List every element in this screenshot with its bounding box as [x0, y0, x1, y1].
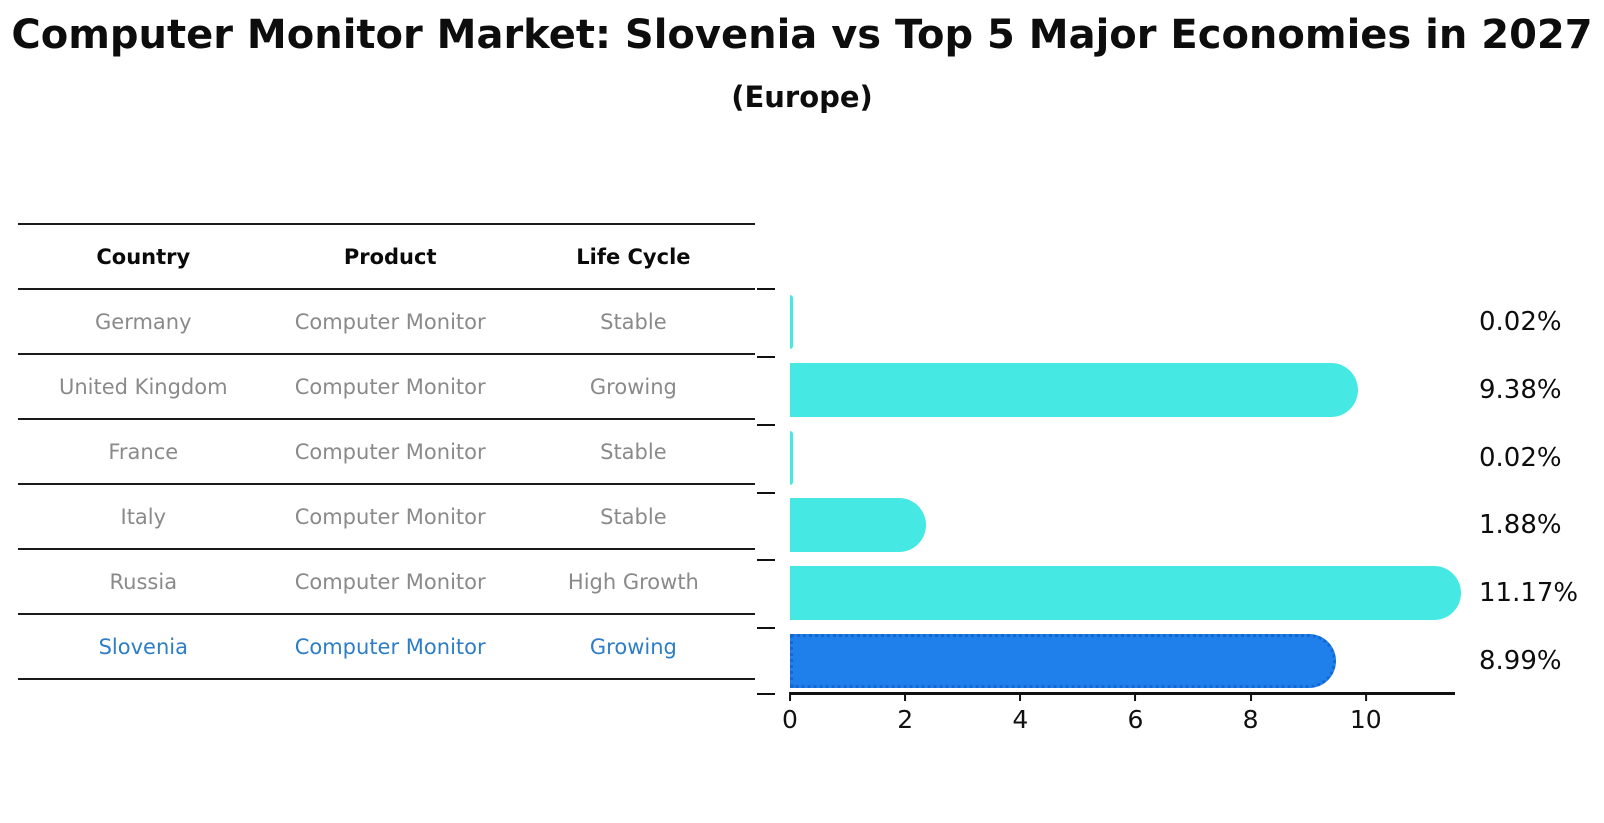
- column-header-product: Product: [343, 244, 437, 269]
- cell-country: Italy: [120, 504, 167, 529]
- bar-row: 9.38%: [790, 356, 1562, 424]
- bar: [790, 430, 793, 485]
- cell-life-cycle: High Growth: [567, 569, 699, 594]
- bar: [790, 566, 1462, 621]
- chart-title: Computer Monitor Market: Slovenia vs Top…: [11, 12, 1593, 58]
- tick-mark: [1019, 692, 1022, 701]
- y-axis-tick: [757, 355, 775, 358]
- x-axis-tick: 10: [1350, 692, 1382, 734]
- bar-row: 11.17%: [790, 559, 1578, 627]
- cell-country: France: [108, 439, 179, 464]
- tick-label: 2: [897, 705, 914, 734]
- x-axis-tick: 6: [1127, 692, 1144, 734]
- bar-value-label: 0.02%: [1479, 306, 1562, 337]
- cell-country: United Kingdom: [59, 374, 228, 399]
- cell-country: Slovenia: [98, 634, 188, 659]
- bar-value-label: 8.99%: [1479, 646, 1562, 677]
- cell-country: Germany: [95, 309, 192, 334]
- table-body: Germany Computer Monitor Stable United K…: [18, 290, 755, 680]
- table-row: United Kingdom Computer Monitor Growing: [18, 355, 755, 420]
- cell-life-cycle: Growing: [589, 374, 677, 399]
- cell-life-cycle: Stable: [600, 504, 667, 529]
- tick-mark: [789, 692, 791, 701]
- table-row: Russia Computer Monitor High Growth: [18, 550, 755, 615]
- chart-subtitle: (Europe): [731, 80, 873, 114]
- bar-chart: 0.02% 9.38% 0.02% 1.88% 11.17% 8.99% 0 2…: [757, 288, 1578, 734]
- cell-product: Computer Monitor: [294, 504, 486, 529]
- bar: [790, 294, 793, 349]
- cell-product: Computer Monitor: [294, 374, 486, 399]
- bar-row: 0.02%: [790, 288, 1562, 356]
- table-row: Germany Computer Monitor Stable: [18, 290, 755, 355]
- bar-value-label: 11.17%: [1479, 578, 1579, 609]
- y-axis-tick: [757, 693, 775, 695]
- table-header-row: Country Product Life Cycle: [18, 223, 755, 290]
- bar-row: 8.99%: [790, 627, 1562, 695]
- cell-country: Russia: [109, 569, 178, 594]
- tick-label: 10: [1349, 705, 1382, 734]
- cell-product: Computer Monitor: [294, 569, 486, 594]
- bar-row: 0.02%: [790, 424, 1562, 492]
- bar-row: 1.88%: [790, 492, 1562, 560]
- y-axis-tick: [757, 627, 775, 630]
- cell-product: Computer Monitor: [294, 309, 486, 334]
- table-row: France Computer Monitor Stable: [18, 420, 755, 485]
- x-axis-tick: 8: [1243, 692, 1259, 734]
- bar-value-label: 1.88%: [1479, 510, 1562, 541]
- cell-life-cycle: Stable: [600, 309, 667, 334]
- cell-product: Computer Monitor: [294, 439, 486, 464]
- bar-value-label: 9.38%: [1479, 374, 1562, 405]
- x-axis-tick: 0: [782, 692, 798, 734]
- tick-label: 0: [782, 705, 798, 734]
- tick-mark: [904, 692, 907, 701]
- cell-life-cycle: Growing: [589, 634, 677, 659]
- y-axis-tick: [757, 491, 775, 494]
- tick-mark: [1364, 692, 1367, 701]
- bar: [790, 362, 1359, 417]
- column-header-country: Country: [96, 244, 191, 269]
- y-axis-tick: [757, 559, 775, 562]
- tick-label: 8: [1242, 705, 1259, 734]
- tick-mark: [1249, 692, 1252, 701]
- cell-product: Computer Monitor: [294, 634, 486, 659]
- x-axis-tick: 2: [897, 692, 913, 734]
- column-header-life-cycle: Life Cycle: [576, 244, 691, 269]
- bar-value-label: 0.02%: [1479, 442, 1562, 473]
- table-row: Slovenia Computer Monitor Growing: [18, 615, 755, 680]
- cell-life-cycle: Stable: [600, 439, 667, 464]
- table-row: Italy Computer Monitor Stable: [18, 485, 755, 550]
- data-table: Country Product Life Cycle Germany Compu…: [18, 223, 755, 680]
- bar: [790, 634, 1336, 689]
- x-axis-tick: 4: [1012, 692, 1028, 734]
- tick-label: 4: [1012, 705, 1029, 734]
- y-axis-tick: [757, 423, 775, 426]
- tick-label: 6: [1127, 705, 1144, 734]
- bar: [790, 498, 927, 553]
- y-axis-tick: [757, 288, 775, 290]
- tick-mark: [1134, 692, 1137, 701]
